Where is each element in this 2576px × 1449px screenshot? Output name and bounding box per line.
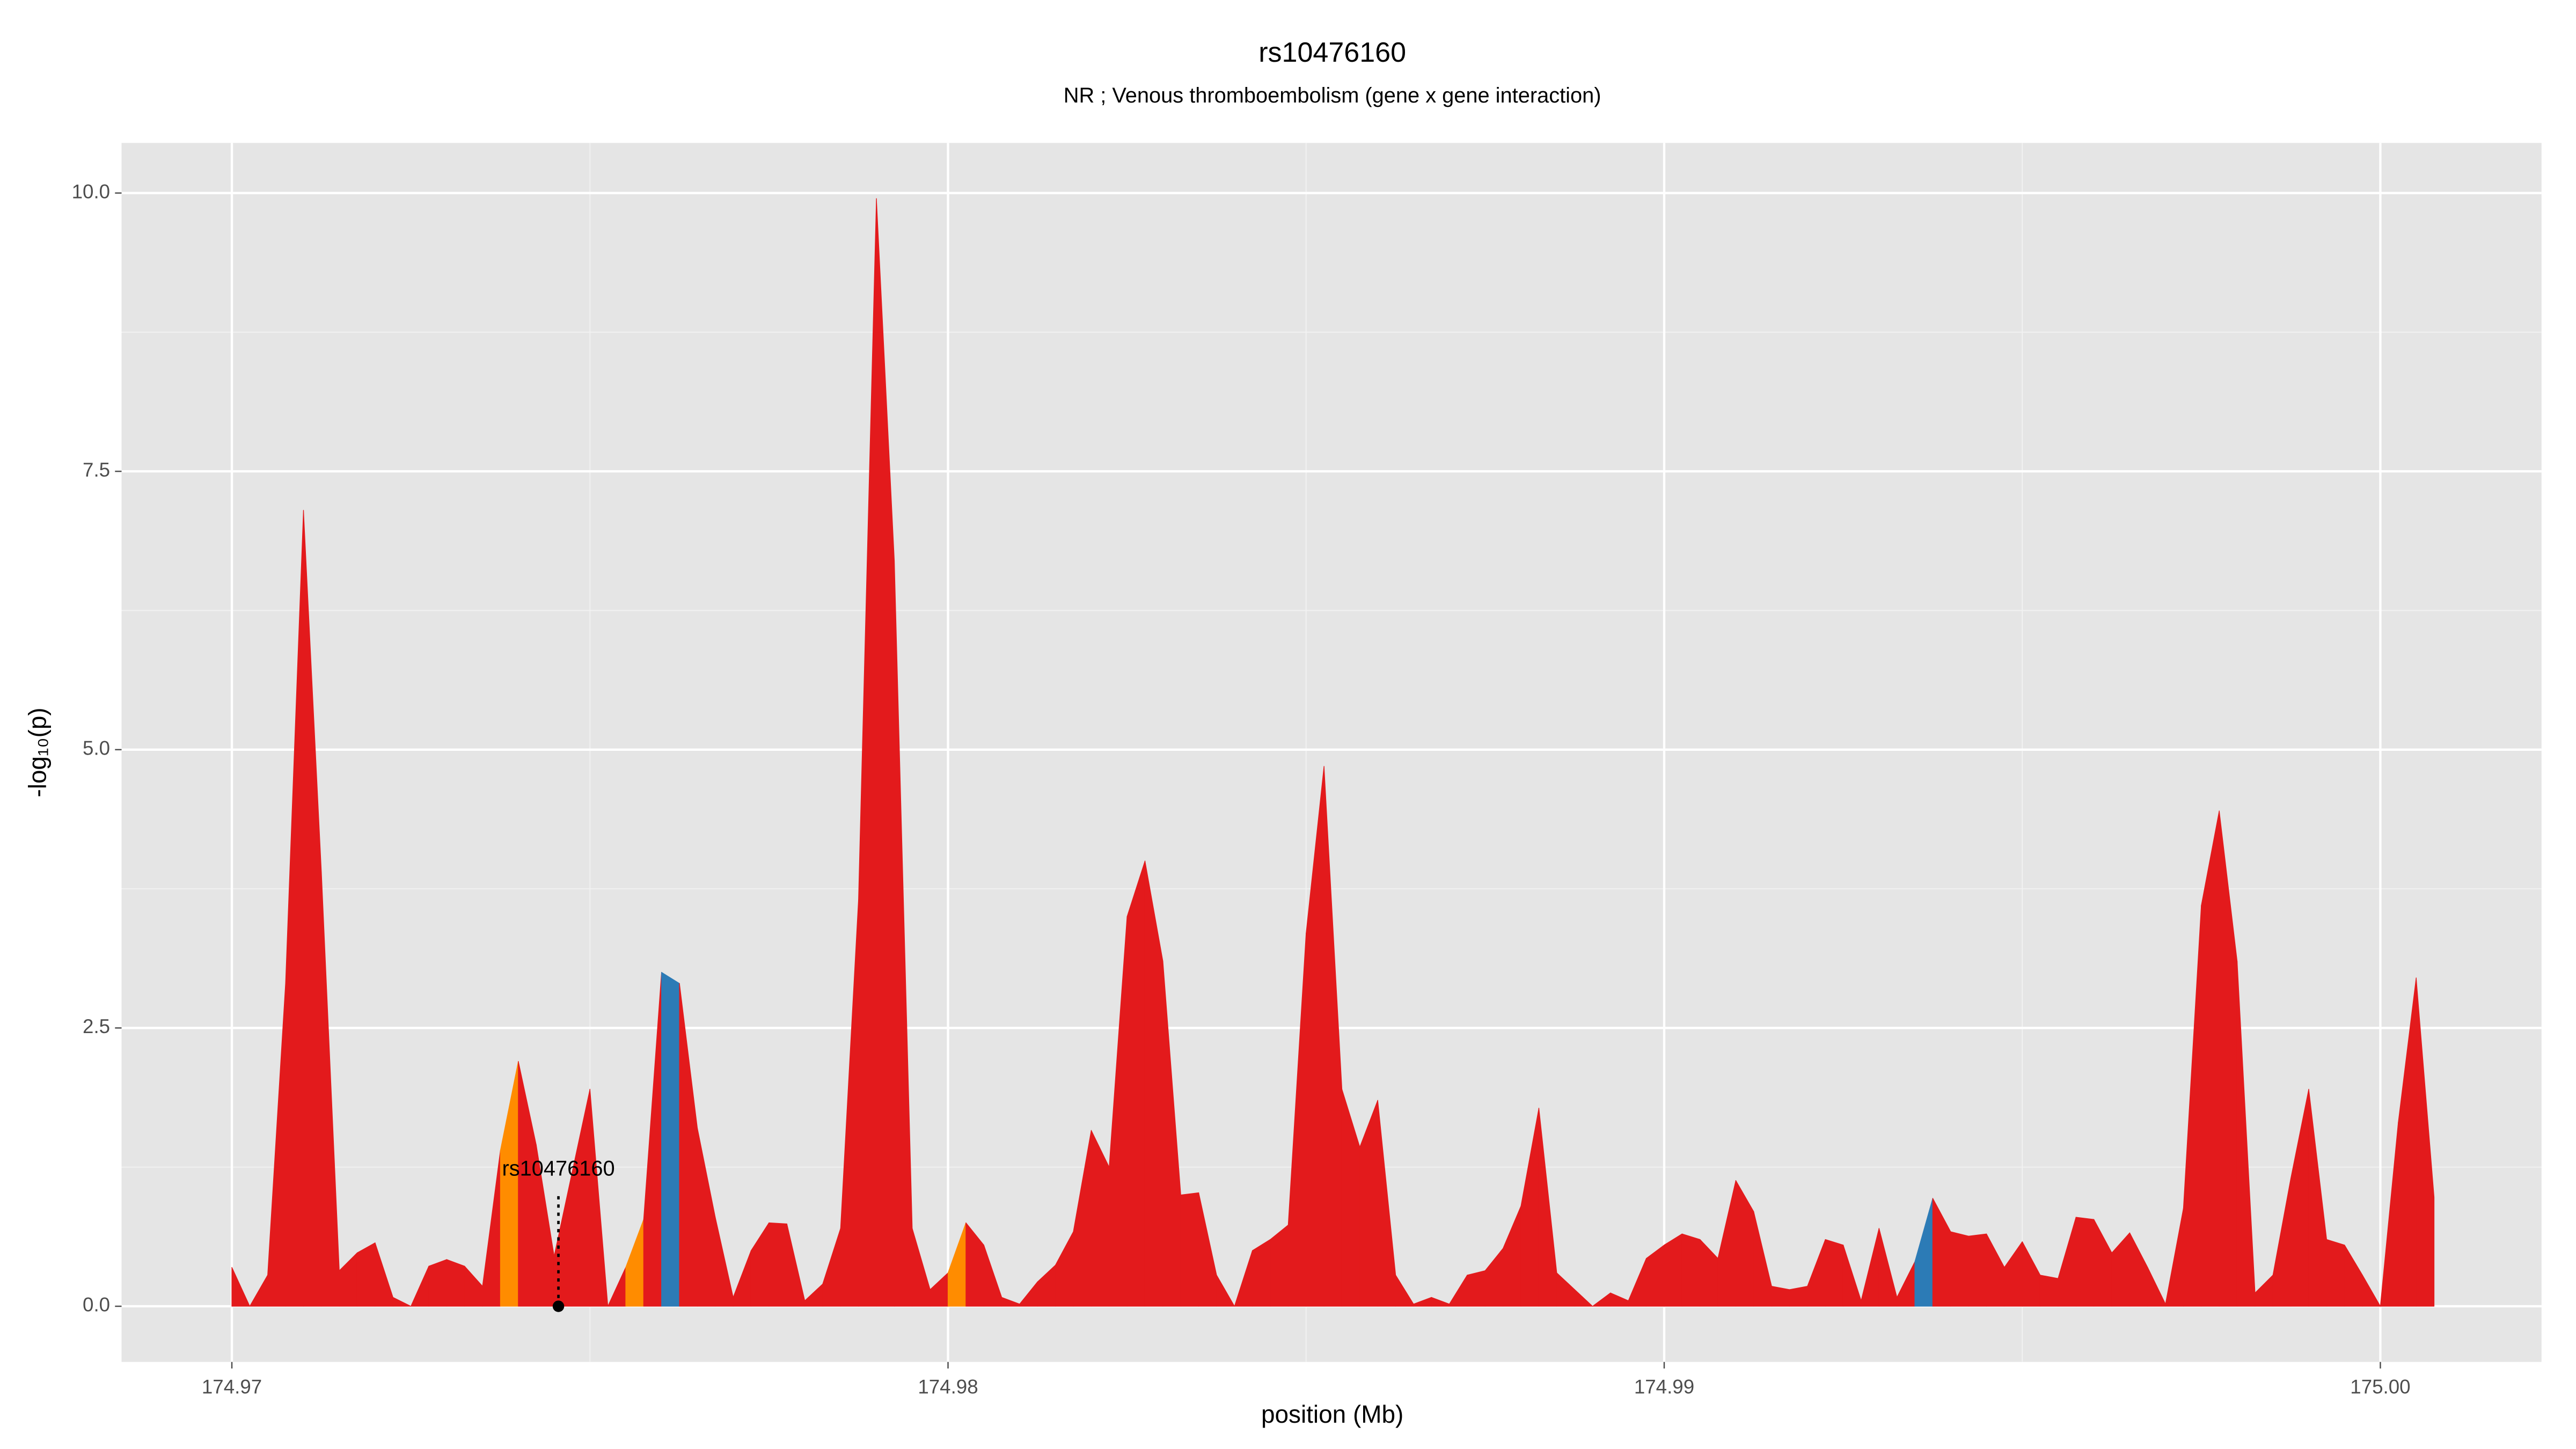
y-tick-label: 2.5 <box>83 1015 110 1037</box>
area-segment <box>1467 1270 1485 1307</box>
annotation-point <box>552 1300 565 1312</box>
y-tick-label: 10.0 <box>72 180 110 202</box>
area-segment <box>1252 1239 1271 1307</box>
chart-title: rs10476160 <box>1258 37 1406 68</box>
area-segment <box>392 1297 412 1307</box>
area-segment <box>2362 1275 2381 1307</box>
axes: 0.0 2.5 5.0 7.5 10.0 174.97 174.98 174.99 175.00 <box>72 180 2411 1397</box>
area-segment <box>1270 1224 1289 1307</box>
area-segment <box>1950 1231 1969 1307</box>
area-segment <box>231 1267 251 1307</box>
area-segment <box>1664 1233 1682 1307</box>
y-tick-label: 0.0 <box>83 1294 110 1316</box>
area-segment <box>1180 1192 1199 1307</box>
area-segment <box>1968 1233 1987 1307</box>
area-segment <box>2039 1275 2059 1307</box>
annotation-label: rs10476160 <box>502 1157 614 1180</box>
x-tick-label: 175.00 <box>2350 1375 2410 1397</box>
area-segment <box>446 1259 465 1307</box>
area-segment <box>1126 860 1146 1307</box>
y-tick-label: 7.5 <box>83 459 110 481</box>
area-segment <box>2075 1217 2095 1307</box>
area-segment <box>661 972 680 1307</box>
area-segment <box>428 1259 447 1307</box>
area-segment <box>1789 1286 1808 1307</box>
area-segment <box>2326 1239 2345 1307</box>
area-segment <box>589 1088 609 1307</box>
chart-subtitle: NR ; Venous thromboembolism (gene x gene… <box>1064 84 1601 107</box>
area-segment <box>1681 1233 1701 1307</box>
x-axis-label: position (Mb) <box>1261 1400 1403 1428</box>
y-tick-label: 5.0 <box>83 737 110 759</box>
area-segment <box>356 1242 376 1307</box>
area-segment <box>1574 1289 1593 1307</box>
area-segment <box>2416 977 2435 1307</box>
y-axis-label: -log₁₀(p) <box>24 707 52 797</box>
area-segment <box>769 1222 787 1307</box>
x-tick-label: 174.99 <box>1634 1375 1694 1397</box>
x-tick-label: 174.98 <box>918 1375 978 1397</box>
marks: rs10476160 <box>231 198 2435 1312</box>
x-tick-label: 174.97 <box>202 1375 262 1397</box>
area-segment <box>1771 1286 1790 1307</box>
area-segment <box>1216 1275 1235 1307</box>
area-segment <box>1825 1239 1844 1307</box>
